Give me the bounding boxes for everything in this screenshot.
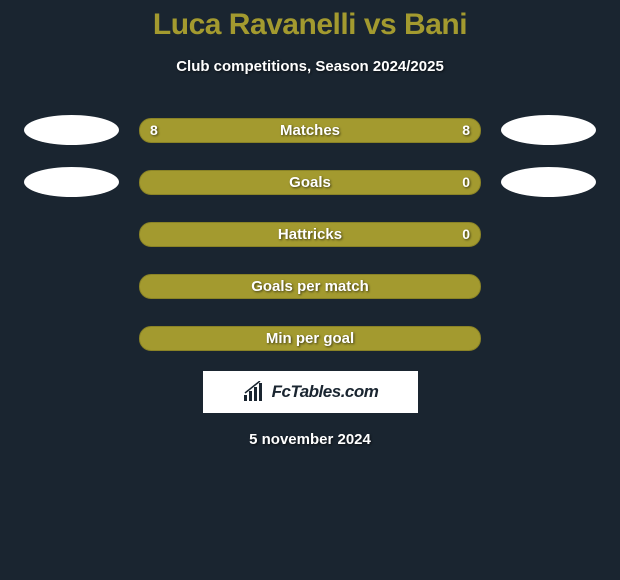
page-title: Luca Ravanelli vs Bani xyxy=(0,8,620,42)
team-badge-right xyxy=(501,115,596,145)
stat-label: Hattricks xyxy=(278,226,342,243)
badge-spacer xyxy=(24,323,119,353)
source-logo: FcTables.com xyxy=(203,371,418,413)
badge-spacer xyxy=(24,219,119,249)
team-badge-left xyxy=(24,115,119,145)
stat-label: Goals per match xyxy=(251,278,369,295)
subtitle: Club competitions, Season 2024/2025 xyxy=(0,58,620,75)
badge-spacer xyxy=(24,271,119,301)
stat-bar: Hattricks 0 xyxy=(139,222,481,247)
team-badge-right xyxy=(501,167,596,197)
stats-list: 8 Matches 8 Goals 0 Hattricks 0 Goals per match… xyxy=(0,115,620,353)
stat-bar-wrap: Goals per match xyxy=(139,274,481,299)
stat-row: Hattricks 0 xyxy=(0,219,620,249)
badge-spacer xyxy=(501,323,596,353)
stat-value-right: 0 xyxy=(462,174,470,190)
stat-value-right: 8 xyxy=(462,122,470,138)
logo-text: FcTables.com xyxy=(272,382,379,402)
date-label: 5 november 2024 xyxy=(0,431,620,448)
stat-value-right: 0 xyxy=(462,226,470,242)
team-badge-left xyxy=(24,167,119,197)
stat-bar-wrap: Goals 0 xyxy=(139,170,481,195)
stat-row: Min per goal xyxy=(0,323,620,353)
stat-label: Goals xyxy=(289,174,331,191)
stat-bar-wrap: 8 Matches 8 xyxy=(139,118,481,143)
comparison-widget: Luca Ravanelli vs Bani Club competitions… xyxy=(0,0,620,448)
bars-icon xyxy=(242,381,268,403)
stat-row: 8 Matches 8 xyxy=(0,115,620,145)
stat-bar-wrap: Min per goal xyxy=(139,326,481,351)
stat-bar: 8 Matches 8 xyxy=(139,118,481,143)
stat-label: Min per goal xyxy=(266,330,354,347)
stat-value-left: 8 xyxy=(150,122,158,138)
stat-bar: Goals 0 xyxy=(139,170,481,195)
badge-spacer xyxy=(501,271,596,301)
stat-bar: Goals per match xyxy=(139,274,481,299)
stat-row: Goals 0 xyxy=(0,167,620,197)
stat-bar: Min per goal xyxy=(139,326,481,351)
stat-label: Matches xyxy=(280,122,340,139)
badge-spacer xyxy=(501,219,596,249)
stat-bar-wrap: Hattricks 0 xyxy=(139,222,481,247)
stat-row: Goals per match xyxy=(0,271,620,301)
